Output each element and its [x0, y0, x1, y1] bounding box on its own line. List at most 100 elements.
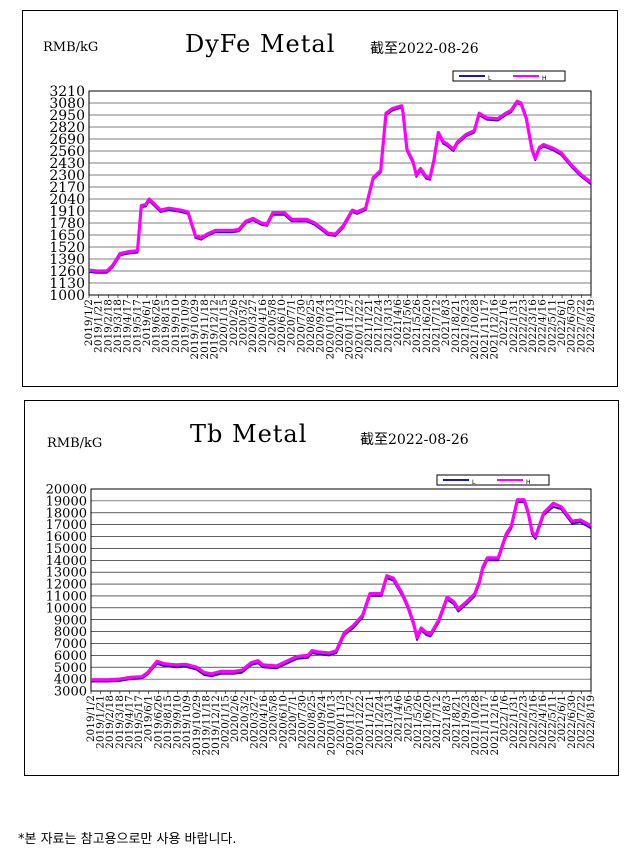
x-tick-label: 2020/9/24	[315, 299, 327, 353]
x-tick-label: 2021/9/23	[460, 299, 472, 353]
y-tick-label: 1390	[49, 252, 85, 268]
chart-panel-dyfe: RMB/kG DyFe Metal 截至2022-08-26 L H 1000 1…	[22, 10, 618, 387]
x-tick-label: 2019/1/21	[93, 299, 105, 353]
x-tick-label: 2020/8/25	[306, 695, 318, 749]
x-tick-label: 2019/2/18	[104, 695, 116, 749]
x-tick-label: 2019/5/17	[133, 695, 145, 749]
y-tick-label: 3210	[49, 84, 85, 100]
x-tick-label: 2020/7/30	[295, 299, 307, 353]
x-tick-label: 2021/7/12	[431, 695, 443, 749]
x-tick-label: 2019/10/29	[191, 695, 203, 756]
x-tick-label: 2022/6/1	[556, 299, 568, 346]
x-tick-label: 2022/8/19	[585, 695, 597, 749]
x-tick-label: 2021/1/21	[363, 299, 375, 353]
y-tick-label: 1520	[49, 240, 85, 256]
y-tick-label: 2430	[49, 156, 85, 172]
y-tick-label: 11000	[46, 589, 87, 604]
y-tick-label: 2040	[49, 192, 85, 208]
x-tick-label: 2021/2/24	[373, 299, 385, 353]
y-tick-label: 13000	[46, 566, 87, 581]
x-tick-label: 2022/5/11	[547, 695, 559, 749]
x-tick-label: 2021/5/26	[411, 299, 423, 353]
chart-date-note: 截至2022-08-26	[370, 41, 479, 57]
x-tick-label: 2021/11/17	[479, 299, 491, 360]
legend-box	[436, 474, 550, 486]
x-tick-label: 2021/6/20	[421, 299, 433, 353]
series-line-h	[91, 498, 592, 682]
x-tick-label: 2020/1/15	[220, 695, 232, 749]
y-tick-label: 6000	[54, 649, 87, 664]
x-tick-label: 2019/8/15	[162, 695, 174, 749]
plot-area: 1000113012601390152016501780191020402170…	[49, 84, 597, 360]
x-tick-label: 2020/3/27	[247, 299, 259, 353]
x-tick-label: 2019/12/12	[209, 299, 221, 360]
legend-label-l: L	[488, 75, 492, 82]
x-tick-label: 2021/10/28	[470, 695, 482, 756]
x-tick-label: 2019/10/9	[180, 299, 192, 353]
x-tick-label: 2019/12/12	[210, 695, 222, 756]
y-tick-label: 9000	[54, 613, 87, 628]
x-tick-label: 2019/11/18	[200, 695, 212, 756]
x-tick-label: 2021/5/6	[402, 695, 414, 742]
x-tick-label: 2021/10/28	[469, 299, 481, 360]
x-tick-label: 2019/4/17	[122, 299, 134, 353]
plot-frame	[90, 488, 592, 692]
plot-area: 3000400050006000700080009000100001100012…	[46, 483, 597, 756]
x-tick-label: 2022/7/22	[575, 695, 587, 749]
x-tick-label: 2020/10/13	[325, 695, 337, 756]
x-tick-label: 2020/11/3	[334, 299, 346, 353]
x-tick-label: 2022/3/16	[527, 299, 539, 353]
x-tick-label: 2020/4/16	[257, 299, 269, 353]
x-tick-label: 2019/1/2	[83, 299, 95, 346]
y-tick-label: 1260	[49, 264, 85, 280]
x-tick-label: 2019/9/10	[170, 299, 182, 353]
x-tick-label: 2021/3/13	[383, 695, 395, 749]
legend-label-l: L	[472, 479, 476, 486]
x-tick-label: 2019/11/18	[199, 299, 211, 360]
x-tick-label: 2019/4/17	[123, 695, 135, 749]
x-tick-label: 2019/1/2	[85, 695, 97, 742]
x-tick-label: 2019/1/21	[95, 695, 107, 749]
x-tick-label: 2021/1/21	[364, 695, 376, 749]
x-tick-label: 2019/6/26	[151, 299, 163, 353]
chart-title: Tb Metal	[190, 420, 307, 448]
x-tick-label: 2022/4/16	[537, 299, 549, 353]
chart-dyfe: RMB/kG DyFe Metal 截至2022-08-26 L H 10001…	[43, 30, 597, 360]
x-tick-label: 2020/1/15	[218, 299, 230, 353]
series-line-l	[88, 102, 592, 274]
y-tick-label: 17000	[46, 518, 87, 533]
chart-title: DyFe Metal	[185, 30, 335, 58]
x-tick-label: 2020/7/30	[297, 695, 309, 749]
x-tick-label: 2020/2/6	[228, 299, 240, 346]
y-tick-label: 1910	[49, 204, 85, 220]
x-tick-label: 2021/12/16	[488, 299, 500, 360]
chart-legend: L H	[452, 70, 566, 82]
legend-box	[452, 70, 566, 82]
x-tick-label: 2021/8/21	[450, 299, 462, 353]
y-tick-label: 1780	[49, 216, 85, 232]
x-tick-label: 2021/5/6	[402, 299, 414, 346]
x-tick-label: 2020/4/16	[258, 695, 270, 749]
x-tick-label: 2020/12/22	[353, 299, 365, 360]
chart-date-note: 截至2022-08-26	[360, 432, 469, 448]
x-tick-label: 2021/9/23	[460, 695, 472, 749]
y-tick-label: 2820	[49, 120, 85, 136]
chart-unit-label: RMB/kG	[43, 40, 98, 55]
x-tick-label: 2020/7/1	[287, 695, 299, 742]
x-tick-label: 2022/6/30	[566, 299, 578, 353]
x-tick-label: 2020/8/25	[305, 299, 317, 353]
x-tick-label: 2020/3/27	[248, 695, 260, 749]
x-tick-label: 2021/8/21	[450, 695, 462, 749]
y-tick-label: 3080	[49, 96, 85, 112]
y-tick-label: 2690	[49, 132, 85, 148]
x-tick-label: 2020/12/22	[354, 695, 366, 756]
y-tick-label: 2170	[49, 180, 85, 196]
y-tick-label: 12000	[46, 578, 87, 593]
x-tick-label: 2020/2/6	[229, 695, 241, 742]
x-tick-label: 2022/1/31	[508, 695, 520, 749]
x-tick-label: 2022/6/30	[566, 695, 578, 749]
x-tick-label: 2020/5/8	[266, 299, 278, 346]
y-tick-label: 3000	[54, 685, 87, 700]
x-tick-label: 2019/3/18	[114, 695, 126, 749]
x-tick-label: 2019/6/1	[141, 299, 153, 346]
